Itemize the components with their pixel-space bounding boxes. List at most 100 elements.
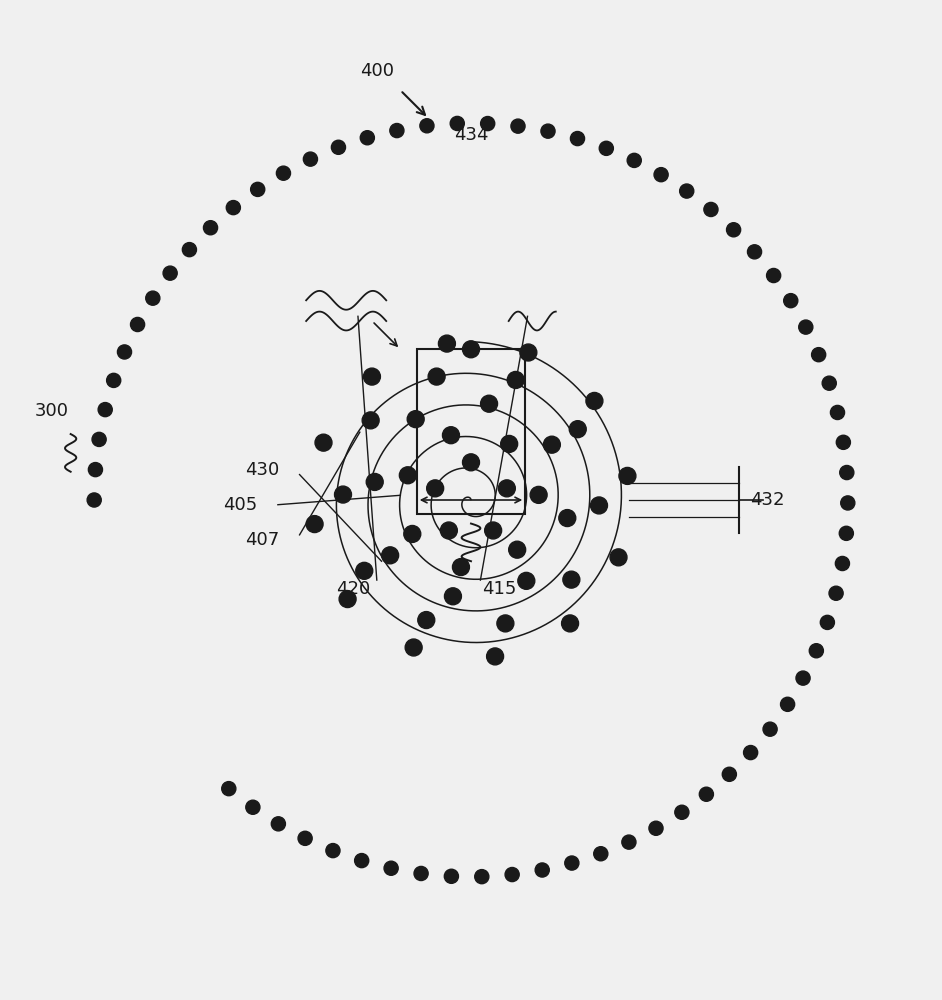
Circle shape [699,787,713,801]
Circle shape [726,223,740,237]
Circle shape [463,341,479,358]
Circle shape [840,496,854,510]
Circle shape [518,572,535,589]
Circle shape [799,320,813,334]
Circle shape [399,467,416,484]
Circle shape [92,432,106,446]
Circle shape [544,436,560,453]
Circle shape [480,395,497,412]
Circle shape [812,348,826,362]
Circle shape [796,671,810,685]
Circle shape [450,116,464,131]
Circle shape [364,368,381,385]
Bar [416,349,526,514]
Circle shape [382,547,398,564]
Circle shape [405,639,422,656]
Circle shape [559,510,576,527]
Circle shape [407,411,424,428]
Circle shape [487,648,504,665]
Circle shape [610,549,627,566]
Circle shape [501,435,518,452]
Circle shape [271,817,285,831]
Circle shape [836,556,850,571]
Text: 415: 415 [482,580,516,598]
Circle shape [535,863,549,877]
Circle shape [360,131,374,145]
Circle shape [98,403,112,417]
Circle shape [326,844,340,858]
Circle shape [723,767,737,781]
Circle shape [763,722,777,736]
Circle shape [485,522,502,539]
Circle shape [163,266,177,280]
Circle shape [622,835,636,849]
Circle shape [418,612,435,629]
Circle shape [118,345,132,359]
Circle shape [747,245,761,259]
Circle shape [831,405,845,420]
Circle shape [445,588,462,605]
Circle shape [563,571,580,588]
Circle shape [89,463,103,477]
Circle shape [820,615,835,629]
Circle shape [586,392,603,409]
Circle shape [414,866,429,881]
Circle shape [839,526,853,540]
Circle shape [822,376,836,390]
Circle shape [420,119,434,133]
Circle shape [339,591,356,608]
Circle shape [475,870,489,884]
Circle shape [443,427,460,444]
Circle shape [404,525,421,542]
Circle shape [362,412,379,429]
Circle shape [276,166,290,180]
Circle shape [452,559,469,576]
Circle shape [438,335,455,352]
Circle shape [131,317,145,332]
Circle shape [541,124,555,138]
Text: 407: 407 [245,531,279,549]
Circle shape [390,123,404,138]
Circle shape [591,497,608,514]
Circle shape [767,268,781,283]
Circle shape [480,117,495,131]
Text: 420: 420 [336,580,370,598]
Circle shape [505,867,519,882]
Circle shape [599,141,613,155]
Circle shape [87,493,101,507]
Circle shape [463,454,479,471]
Circle shape [781,697,795,711]
Circle shape [654,168,668,182]
Circle shape [530,486,547,503]
Circle shape [226,201,240,215]
Circle shape [251,182,265,196]
Circle shape [565,856,579,870]
Circle shape [507,371,524,388]
Circle shape [246,800,260,814]
Circle shape [445,869,459,883]
Circle shape [146,291,160,305]
Circle shape [627,153,642,167]
Text: 405: 405 [223,496,257,514]
Text: 300: 300 [35,402,69,420]
Text: 434: 434 [454,126,488,144]
Circle shape [384,861,398,875]
Circle shape [354,854,368,868]
Circle shape [649,821,663,835]
Circle shape [509,541,526,558]
Text: 400: 400 [360,62,394,80]
Circle shape [809,644,823,658]
Circle shape [498,480,515,497]
Circle shape [836,435,851,449]
Circle shape [569,421,586,438]
Circle shape [839,465,853,480]
Text: 432: 432 [751,491,785,509]
Circle shape [743,746,757,760]
Circle shape [496,615,513,632]
Circle shape [203,221,218,235]
Circle shape [106,373,121,387]
Text: 430: 430 [245,461,279,479]
Circle shape [619,467,636,484]
Circle shape [704,202,718,217]
Circle shape [298,831,312,845]
